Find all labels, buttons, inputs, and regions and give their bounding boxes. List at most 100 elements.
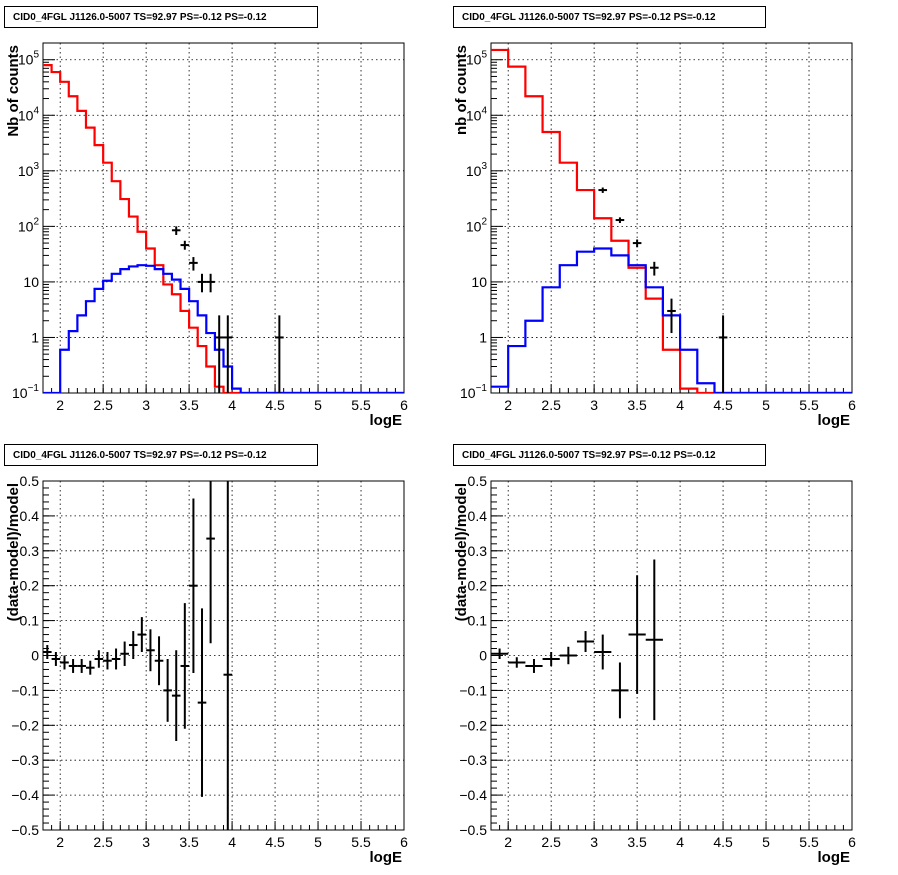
data-point <box>171 650 181 742</box>
x-tick-label: 3.5 <box>627 834 647 850</box>
chart-3: 2 2.5 3 3.5 4 4.5 5 5.5 6 −0.5 −0.4 −0.3 −0.2 −0.1 0 0.… <box>453 473 856 866</box>
data-point <box>180 240 190 250</box>
data-point <box>146 629 155 672</box>
y-tick-label: 102 <box>466 216 488 234</box>
y-tick-label: −0.3 <box>11 752 39 768</box>
y-tick-exponent: −1 <box>476 383 488 394</box>
y-tick-label: 0.2 <box>468 578 488 594</box>
y-tick-label: −0.4 <box>459 787 487 803</box>
x-tick-label: 5 <box>762 397 770 413</box>
panel-title-top-left: CID0_4FGL J1126.0-5007 TS=92.97 PS=-0.12… <box>4 6 318 28</box>
data-point <box>275 315 284 393</box>
data-layer <box>491 48 852 393</box>
panel-title-top-right: CID0_4FGL J1126.0-5007 TS=92.97 PS=-0.12… <box>453 6 766 28</box>
x-tick-label: 3.5 <box>179 397 199 413</box>
x-tick-label: 2 <box>56 834 64 850</box>
y-tick-label: 0.5 <box>468 473 488 489</box>
x-tick-label: 6 <box>848 834 856 850</box>
data-point <box>197 608 207 797</box>
data-point <box>68 658 78 673</box>
data-point <box>214 315 224 393</box>
x-tick-label: 5 <box>314 397 322 413</box>
panel-title-bottom-left: CID0_4FGL J1126.0-5007 TS=92.97 PS=-0.12… <box>4 444 318 466</box>
y-tick-label: −0.2 <box>459 717 487 733</box>
y-tick-label: −0.1 <box>459 682 487 698</box>
x-axis-title: logE <box>370 849 403 866</box>
x-tick-label: 4 <box>228 397 236 413</box>
x-tick-label: 4 <box>228 834 236 850</box>
data-point <box>111 648 121 670</box>
y-axis-title: nb of counts <box>453 45 470 135</box>
x-tick-label: 3 <box>590 397 598 413</box>
y-tick-exponent: 4 <box>481 105 487 116</box>
x-tick-label: 2 <box>56 397 64 413</box>
panel-title-bottom-right: CID0_4FGL J1126.0-5007 TS=92.97 PS=-0.12… <box>453 444 766 466</box>
data-point <box>559 646 577 665</box>
y-tick-label: −0.3 <box>459 752 487 768</box>
x-tick-label: 5.5 <box>799 834 819 850</box>
data-point <box>163 658 172 722</box>
data-point <box>197 273 207 293</box>
data-point <box>137 617 147 653</box>
y-tick-label: −0.5 <box>459 822 487 838</box>
y-tick-label: 10−1 <box>460 383 487 401</box>
chart-2: 2 2.5 3 3.5 4 4.5 5 5.5 6 −0.5 −0.4 −0.3 −0.2 −0.1 0 0.… <box>5 473 408 866</box>
y-tick-label: 1 <box>479 329 487 345</box>
data-point <box>718 315 728 393</box>
data-point <box>667 298 676 334</box>
x-tick-label: 6 <box>848 397 856 413</box>
data-point <box>594 634 612 670</box>
data-point <box>615 217 625 223</box>
x-tick-label: 2.5 <box>541 397 561 413</box>
x-tick-label: 3 <box>590 834 598 850</box>
y-tick-exponent: 5 <box>481 50 487 61</box>
data-point <box>223 315 233 393</box>
y-tick-exponent: 2 <box>33 216 39 227</box>
y-tick-exponent: 3 <box>481 161 487 172</box>
data-point <box>103 652 112 670</box>
y-tick-label: 0.1 <box>20 613 40 629</box>
x-tick-label: 4.5 <box>265 397 285 413</box>
x-tick-label: 4.5 <box>713 397 733 413</box>
data-layer <box>43 481 233 830</box>
x-tick-label: 2.5 <box>93 834 113 850</box>
y-tick-label: 0 <box>479 648 487 664</box>
data-point <box>628 575 646 694</box>
y-tick-label: 0.5 <box>20 473 40 489</box>
model-total-histogram <box>43 64 404 393</box>
x-tick-label: 3 <box>142 397 150 413</box>
x-tick-label: 2.5 <box>93 397 113 413</box>
x-tick-label: 4 <box>676 397 684 413</box>
model-source-histogram <box>43 264 404 393</box>
y-tick-exponent: 2 <box>481 216 487 227</box>
x-tick-label: 5.5 <box>799 397 819 413</box>
x-tick-label: 3.5 <box>179 834 199 850</box>
data-layer <box>491 559 663 721</box>
data-layer <box>43 64 404 393</box>
data-point <box>206 481 215 644</box>
x-tick-label: 5.5 <box>351 834 371 850</box>
y-axis-title: Nb of counts <box>5 45 22 137</box>
x-tick-label: 2 <box>504 397 512 413</box>
model-source-histogram <box>491 247 852 393</box>
x-axis-title: logE <box>370 412 403 429</box>
x-tick-label: 4 <box>676 834 684 850</box>
y-tick-label: 0.3 <box>468 543 488 559</box>
x-tick-label: 5 <box>762 834 770 850</box>
data-point <box>85 660 95 675</box>
x-tick-label: 6 <box>400 397 408 413</box>
data-point <box>189 257 198 271</box>
data-point <box>598 187 608 193</box>
y-tick-label: 10 <box>23 274 39 290</box>
y-tick-label: 0.4 <box>468 508 488 524</box>
data-point <box>542 652 560 666</box>
data-point <box>180 603 190 729</box>
y-tick-label: −0.1 <box>11 682 39 698</box>
data-point <box>154 636 164 686</box>
plot-frame <box>490 42 853 394</box>
model-total-histogram <box>491 48 852 393</box>
y-tick-label: 0.2 <box>20 578 40 594</box>
y-tick-label: 0 <box>31 648 39 664</box>
